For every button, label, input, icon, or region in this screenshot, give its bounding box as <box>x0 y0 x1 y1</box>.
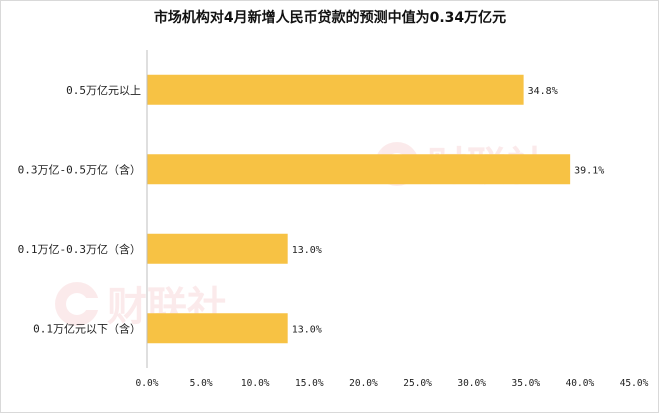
bar <box>147 233 288 264</box>
x-tick-label: 35.0% <box>511 378 540 389</box>
x-tick-label: 30.0% <box>457 378 486 389</box>
bars <box>147 74 571 344</box>
x-tick-label: 45.0% <box>620 378 649 389</box>
data-label: 34.8% <box>528 86 558 97</box>
x-tick-label: 25.0% <box>403 378 432 389</box>
category-label: 0.3万亿-0.5万亿（含） <box>18 162 141 176</box>
x-tick-label: 40.0% <box>566 378 595 389</box>
x-tick-label: 15.0% <box>295 378 324 389</box>
x-tick-label: 10.0% <box>241 378 270 389</box>
bar <box>147 313 288 344</box>
chart-title: 市场机构对4月新增人民币贷款的预测中值为0.34万亿元 <box>154 9 506 26</box>
x-tick-labels: 0.0% 5.0% 10.0% 15.0% 20.0% 25.0% 30.0% 35.0% 40… <box>136 378 649 389</box>
data-label: 39.1% <box>574 165 604 176</box>
category-label: 0.5万亿元以上 <box>66 84 141 97</box>
x-tick-label: 20.0% <box>349 378 378 389</box>
bar <box>147 74 524 105</box>
data-label: 13.0% <box>292 324 322 335</box>
data-label: 13.0% <box>292 245 322 256</box>
category-label: 0.1万亿-0.3万亿（含） <box>18 242 141 256</box>
data-labels: 34.8% 39.1% 13.0% 13.0% <box>292 86 605 336</box>
bar <box>147 154 571 185</box>
x-tick-label: 5.0% <box>190 378 213 389</box>
category-label: 0.1万亿元以下（含） <box>33 321 141 335</box>
x-tick-label: 0.0% <box>136 378 159 389</box>
category-labels: 0.5万亿元以上 0.3万亿-0.5万亿（含） 0.1万亿-0.3万亿（含） 0.1万… <box>18 84 141 336</box>
